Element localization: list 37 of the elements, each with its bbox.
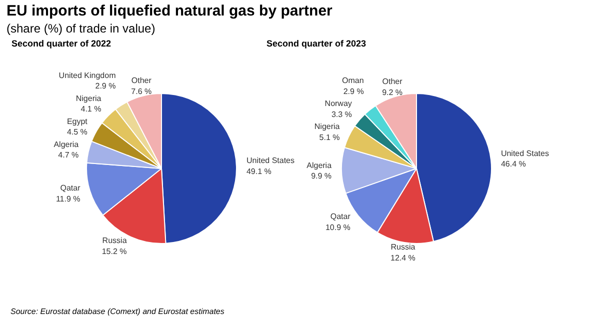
slice-label: United Kingdom: [58, 70, 116, 80]
chart-title: Second quarter of 2023: [266, 38, 366, 48]
chart-title: Second quarter of 2022: [12, 38, 112, 48]
data-label: 12.4 %: [390, 253, 416, 262]
data-label: 5.1 %: [319, 132, 340, 142]
slice-label: United States: [500, 148, 549, 158]
data-label: 4.5 %: [66, 128, 88, 137]
data-label: 2.9 %: [343, 86, 364, 96]
slice-label: Nigeria: [76, 94, 102, 103]
data-label: 9.9 %: [311, 172, 332, 181]
data-label: 7.6 %: [131, 86, 152, 96]
slice-label: United States: [246, 156, 294, 166]
data-label: 4.7 %: [58, 150, 79, 160]
data-label: 2.9 %: [95, 82, 116, 91]
data-label: 3.3 %: [331, 110, 352, 119]
data-label: 46.4 %: [500, 160, 526, 169]
slice-label: Qatar: [60, 184, 81, 193]
slice-label: Oman: [342, 76, 364, 86]
slice-label: Russia: [102, 236, 128, 246]
data-label: 15.2 %: [102, 246, 127, 256]
slice-label: Egypt: [66, 116, 88, 126]
data-label: 49.1 %: [246, 166, 272, 176]
data-label: 11.9 %: [56, 194, 80, 204]
slice-label: Nigeria: [314, 122, 340, 132]
slice-label: Norway: [324, 99, 352, 108]
slice-label: Qatar: [330, 212, 351, 222]
text: (share (%) of trade in value): [6, 22, 156, 36]
data-label: 10.9 %: [325, 222, 350, 232]
slice-label: Algeria: [54, 140, 80, 149]
slice-label: Russia: [390, 242, 416, 252]
source-note: Source: Eurostat database (Comext) and Eurostat estimates: [10, 307, 224, 316]
text: EU imports of liquefied natural gas by partner: [6, 2, 333, 20]
slice-label: Other: [131, 76, 152, 86]
data-label: 9.2 %: [382, 88, 403, 97]
slice-label: Other: [382, 77, 403, 86]
slice-label: Algeria: [306, 160, 332, 170]
data-label: 4.1 %: [80, 104, 102, 114]
